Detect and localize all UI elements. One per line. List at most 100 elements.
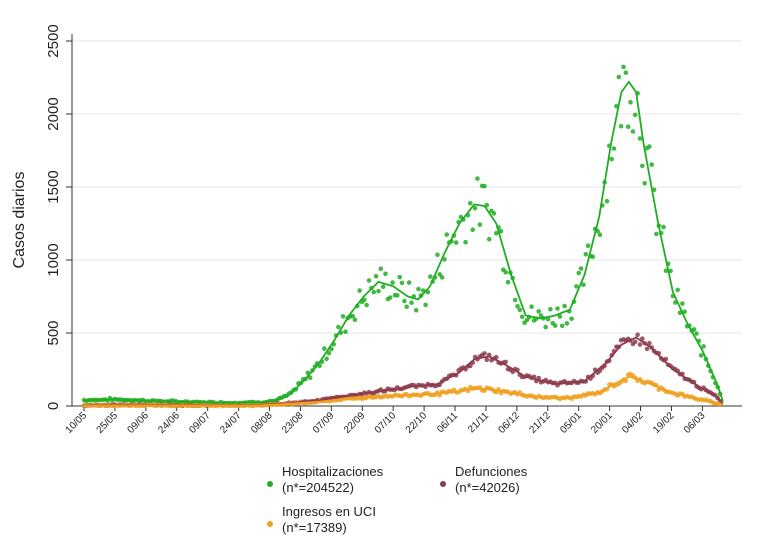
data-point — [376, 288, 381, 294]
data-point — [616, 74, 622, 80]
data-point — [663, 268, 669, 274]
legend-label: Hospitalizaciones — [282, 464, 384, 479]
trend-lines — [83, 80, 724, 407]
x-tick-label: 19/02 — [651, 410, 677, 436]
legend-marker — [267, 521, 273, 527]
data-point — [545, 316, 551, 322]
data-point — [585, 243, 591, 248]
x-tick-label: 10/05 — [64, 410, 90, 436]
y-tick-group: 0 500 1000 1500 2000 2500 — [45, 24, 72, 410]
data-point — [494, 231, 499, 236]
data-point — [517, 307, 523, 313]
data-point — [576, 270, 581, 276]
data-point — [637, 136, 643, 141]
data-point — [444, 232, 450, 237]
x-tick-label: 06/11 — [435, 410, 460, 435]
gridlines — [72, 40, 742, 334]
x-tick-label: 21/11 — [466, 410, 491, 435]
x-tick-label: 20/01 — [589, 410, 615, 436]
x-tick-label: 22/09 — [342, 410, 368, 436]
data-point — [364, 302, 370, 308]
data-point — [482, 183, 487, 189]
data-point — [371, 289, 377, 295]
data-point — [555, 306, 560, 311]
data-point — [640, 163, 645, 169]
y-tick-label: 1000 — [45, 243, 62, 276]
data-point — [380, 284, 386, 290]
x-tick-group: 10/05 25/05 09/06 24/06 09/07 24/07 08/08 23/08… — [64, 406, 708, 436]
data-point — [324, 356, 329, 362]
y-tick-label: 1500 — [45, 170, 62, 203]
data-point — [453, 240, 459, 245]
data-point — [366, 278, 372, 283]
data-point — [682, 309, 687, 315]
data-point — [701, 344, 706, 349]
data-point — [644, 346, 650, 352]
legend-count: (n*=17389) — [282, 520, 347, 535]
data-point — [574, 284, 579, 289]
data-point — [698, 353, 704, 358]
series-points-0 — [81, 64, 723, 406]
y-tick-label: 500 — [45, 320, 62, 345]
data-point — [694, 331, 699, 336]
trend-line-2 — [83, 375, 724, 407]
data-point — [647, 341, 652, 346]
data-point — [336, 324, 341, 330]
x-tick-label: 09/07 — [187, 410, 213, 436]
data-point — [581, 282, 586, 288]
data-point — [409, 300, 414, 306]
x-tick-label: 09/06 — [125, 410, 151, 436]
x-tick-label: 05/01 — [558, 410, 584, 436]
data-point — [343, 329, 348, 335]
x-tick-label: 22/10 — [404, 410, 430, 436]
data-point — [543, 324, 548, 330]
data-point — [649, 162, 654, 167]
data-point — [647, 144, 652, 149]
data-point — [597, 232, 603, 237]
data-point — [439, 275, 445, 280]
data-point — [307, 375, 313, 381]
data-point — [470, 227, 476, 232]
data-point — [340, 314, 346, 319]
data-point — [472, 206, 478, 211]
data-point — [373, 274, 379, 279]
data-point — [475, 176, 480, 181]
data-point — [494, 354, 499, 360]
data-point — [322, 346, 327, 351]
x-tick-label: 21/12 — [527, 410, 553, 436]
legend-count: (n*=204522) — [282, 480, 354, 495]
data-point — [548, 306, 553, 312]
data-point — [484, 357, 490, 363]
data-point — [326, 350, 332, 356]
data-point — [515, 304, 520, 309]
data-point — [632, 112, 638, 118]
data-point — [583, 251, 589, 257]
data-point — [503, 359, 509, 365]
data-point — [428, 274, 433, 279]
x-tick-label: 07/10 — [373, 410, 399, 436]
data-point — [578, 266, 584, 271]
data-point — [468, 201, 473, 206]
data-point — [397, 274, 403, 280]
data-point — [357, 288, 362, 293]
legend-count: (n*=42026) — [455, 480, 520, 495]
data-point — [352, 317, 358, 323]
data-point — [406, 280, 412, 285]
legend-label: Defunciones — [455, 464, 528, 479]
data-point — [609, 156, 614, 162]
data-point — [590, 254, 596, 259]
data-point — [387, 295, 393, 300]
y-axis-label: Casos diarios — [11, 172, 28, 269]
data-point — [383, 271, 388, 277]
data-point — [390, 280, 395, 285]
data-point — [562, 303, 567, 309]
data-point — [486, 236, 492, 242]
data-point — [482, 351, 487, 356]
data-point — [350, 313, 355, 319]
data-point — [477, 222, 483, 227]
data-point — [632, 339, 638, 345]
data-point — [637, 342, 643, 347]
x-tick-label: 25/05 — [95, 410, 121, 436]
data-point — [399, 280, 405, 286]
